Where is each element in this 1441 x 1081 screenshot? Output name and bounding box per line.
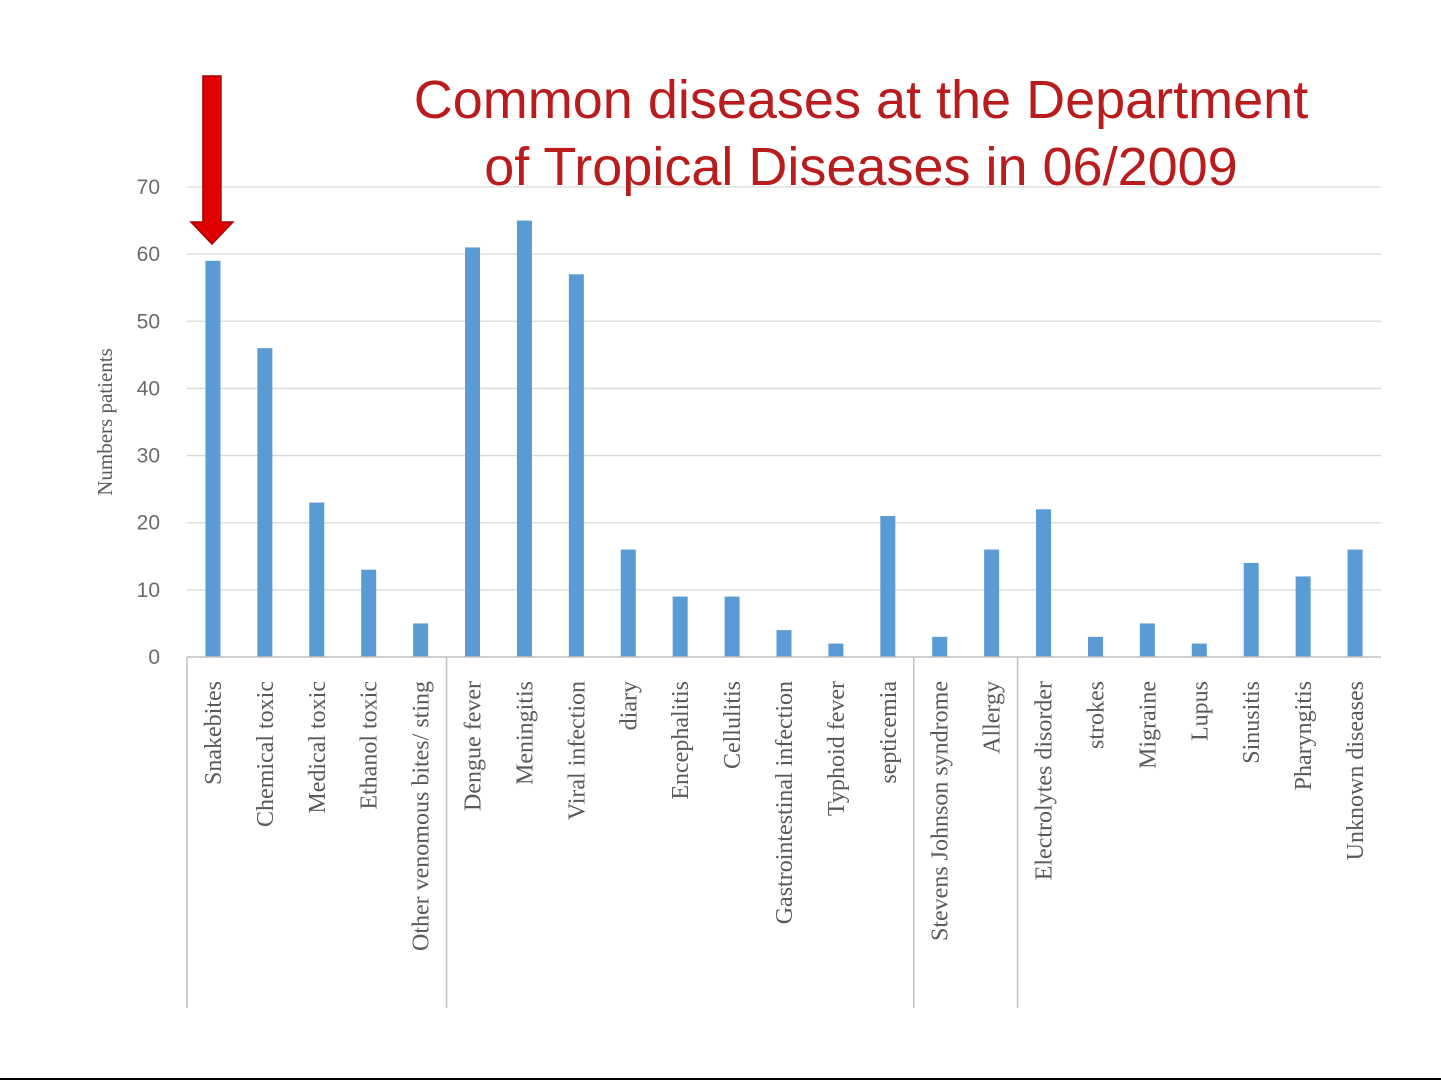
bar: [205, 260, 221, 657]
bar: [516, 220, 532, 658]
chart-title-line-2: of Tropical Diseases in 06/2009: [484, 137, 1237, 197]
y-tick-label: 50: [137, 310, 160, 333]
x-tick-label: Ethanol toxic: [357, 681, 383, 810]
bar: [465, 247, 481, 657]
bar: [1347, 549, 1363, 657]
bar: [984, 549, 1000, 657]
x-tick-label: strokes: [1083, 681, 1109, 749]
bar: [361, 569, 377, 657]
x-tick-label: Medical toxic: [305, 681, 331, 814]
x-tick-label: Meningitis: [512, 681, 538, 785]
x-tick-label: Chemical toxic: [253, 681, 279, 827]
bar: [620, 549, 636, 657]
x-tick-label: Sinusitis: [1239, 681, 1265, 764]
bar: [932, 636, 948, 657]
x-tick-label: Gastrointestinal infection: [772, 681, 798, 924]
y-tick-label: 60: [137, 243, 160, 266]
bar: [1087, 636, 1103, 657]
bar: [413, 623, 429, 657]
x-tick-label: Cellulitis: [720, 681, 746, 769]
y-tick-label: 30: [137, 445, 160, 468]
bar: [257, 348, 273, 657]
x-tick-label: diary: [616, 681, 642, 730]
bar: [776, 630, 792, 657]
x-tick-label: septicemia: [876, 681, 902, 784]
x-tick-label: Lupus: [1187, 681, 1213, 741]
gridlines: [187, 186, 1381, 591]
bar: [1191, 643, 1207, 657]
bars: [205, 220, 1363, 658]
x-tick-label: Typhoid fever: [824, 681, 850, 816]
y-tick-label: 40: [137, 377, 160, 400]
x-tick-label: Electrolytes disorder: [1032, 681, 1058, 880]
x-tick-label: Allergy: [980, 681, 1006, 754]
x-axis-labels: Snakebites Chemical toxic Medical toxic Eth…: [201, 681, 1369, 951]
x-tick-label: Dengue fever: [461, 681, 487, 811]
y-axis-ticks: 0 10 20 30 40 50 60 70: [137, 176, 160, 669]
y-tick-label: 10: [137, 579, 160, 602]
x-axis: [186, 656, 1381, 1008]
y-tick-label: 70: [137, 176, 160, 199]
bar: [1243, 563, 1259, 657]
chart-title-line-1: Common diseases at the Department: [414, 70, 1308, 130]
bar: [568, 274, 584, 657]
bar: [724, 596, 740, 657]
arrow-icon: [189, 75, 235, 246]
x-tick-label: Snakebites: [201, 681, 227, 785]
bar: [1139, 623, 1155, 657]
bar: [1295, 576, 1311, 657]
bar: [672, 596, 688, 657]
bar: [880, 516, 896, 657]
bar: [1036, 509, 1052, 657]
arrow-shape: [189, 75, 235, 246]
x-tick-label: Migraine: [1135, 681, 1161, 769]
y-tick-label: 20: [137, 512, 160, 535]
x-tick-label: Encephalitis: [668, 681, 694, 800]
y-tick-label: 0: [148, 646, 160, 669]
y-axis-label: Numbers patients: [93, 348, 117, 496]
x-tick-label: Other venomous bites/ sting: [409, 681, 435, 951]
x-tick-label: Pharyngitis: [1291, 681, 1317, 790]
bar: [828, 643, 844, 657]
x-tick-label: Unknown diseases: [1343, 681, 1369, 860]
x-tick-label: Viral infection: [564, 681, 590, 820]
x-tick-label: Stevens Johnson syndrome: [928, 681, 954, 941]
bar: [309, 502, 325, 657]
